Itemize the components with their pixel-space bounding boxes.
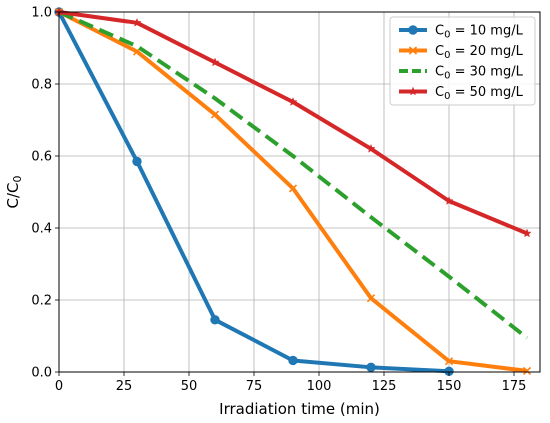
data-point-star	[522, 228, 532, 238]
x-tick-label: 100	[307, 379, 332, 394]
data-point-circle	[366, 362, 376, 373]
data-point-circle	[210, 315, 220, 325]
legend-entry: C0 = 30 mg/L	[399, 65, 524, 82]
data-point-circle	[132, 156, 142, 167]
x-tick-label: 25	[116, 379, 133, 394]
data-point-circle	[288, 355, 298, 366]
legend-label-suffix: = 50 mg/L	[450, 85, 523, 100]
legend-label: C0 = 50 mg/L	[435, 85, 524, 102]
legend-label-subscript: 0	[444, 91, 450, 102]
legend-label: C0 = 10 mg/L	[435, 24, 524, 41]
data-point-star	[366, 143, 376, 153]
y-axis-label: C/C0	[4, 175, 24, 208]
series-line	[58, 10, 529, 340]
legend-label: C0 = 20 mg/L	[435, 44, 524, 61]
legend-entry: C0 = 50 mg/L	[399, 85, 524, 102]
x-tick-label: 50	[181, 379, 198, 394]
legend: C0 = 10 mg/LC0 = 20 mg/LC0 = 30 mg/LC0 =…	[389, 16, 536, 106]
legend-label-suffix: = 10 mg/L	[450, 24, 523, 39]
data-point-x	[366, 294, 376, 303]
data-point-star	[132, 17, 142, 27]
x-axis-label: Irradiation time (min)	[219, 400, 380, 418]
x-tick-label: 150	[437, 379, 462, 394]
legend-entry: C0 = 20 mg/L	[399, 44, 524, 61]
data-point-x	[408, 46, 418, 55]
data-point-star	[210, 57, 220, 67]
legend-entry: C0 = 10 mg/L	[399, 24, 524, 41]
legend-label-suffix: = 20 mg/L	[450, 44, 523, 59]
series-group	[54, 7, 532, 376]
y-axis-label-main: C/C	[4, 182, 22, 208]
legend-label-prefix: C	[435, 65, 444, 80]
legend-label: C0 = 30 mg/L	[435, 65, 524, 82]
y-axis-label-subscript: 0	[11, 175, 24, 182]
x-tick-label: 125	[372, 379, 397, 394]
plot-frame	[58, 11, 541, 373]
data-point-x	[522, 366, 532, 375]
data-point-x	[210, 110, 220, 119]
series-line	[57, 11, 450, 374]
x-tick-label: 175	[502, 379, 527, 394]
legend-label-subscript: 0	[444, 71, 450, 82]
legend-label-prefix: C	[435, 85, 444, 100]
data-point-star	[408, 86, 418, 96]
y-tick-label: 0.6	[31, 150, 52, 165]
data-point-star	[288, 97, 298, 106]
legend-box	[389, 16, 536, 106]
data-point-circle	[408, 25, 418, 35]
series-3	[58, 10, 529, 340]
x-tick-label: 75	[246, 379, 263, 394]
legend-label-subscript: 0	[444, 30, 450, 41]
axis-ticks: 0 25 50 75 100 125 150 175 0.0 0.2 0.4 0.6 0.8 1.0	[31, 6, 526, 395]
legend-label-suffix: = 30 mg/L	[450, 65, 523, 80]
y-tick-label: 0.4	[31, 222, 52, 237]
legend-label-prefix: C	[435, 44, 444, 59]
data-point-x	[288, 184, 298, 193]
legend-label-subscript: 0	[444, 50, 450, 61]
x-tick-label: 0	[55, 379, 63, 394]
legend-label-prefix: C	[435, 24, 444, 39]
y-tick-label: 0.2	[31, 294, 52, 309]
y-tick-label: 0.0	[31, 366, 52, 381]
data-point-star	[444, 196, 454, 205]
y-tick-label: 1.0	[31, 6, 52, 21]
data-point-x	[444, 357, 454, 366]
y-tick-label: 0.8	[31, 78, 52, 93]
